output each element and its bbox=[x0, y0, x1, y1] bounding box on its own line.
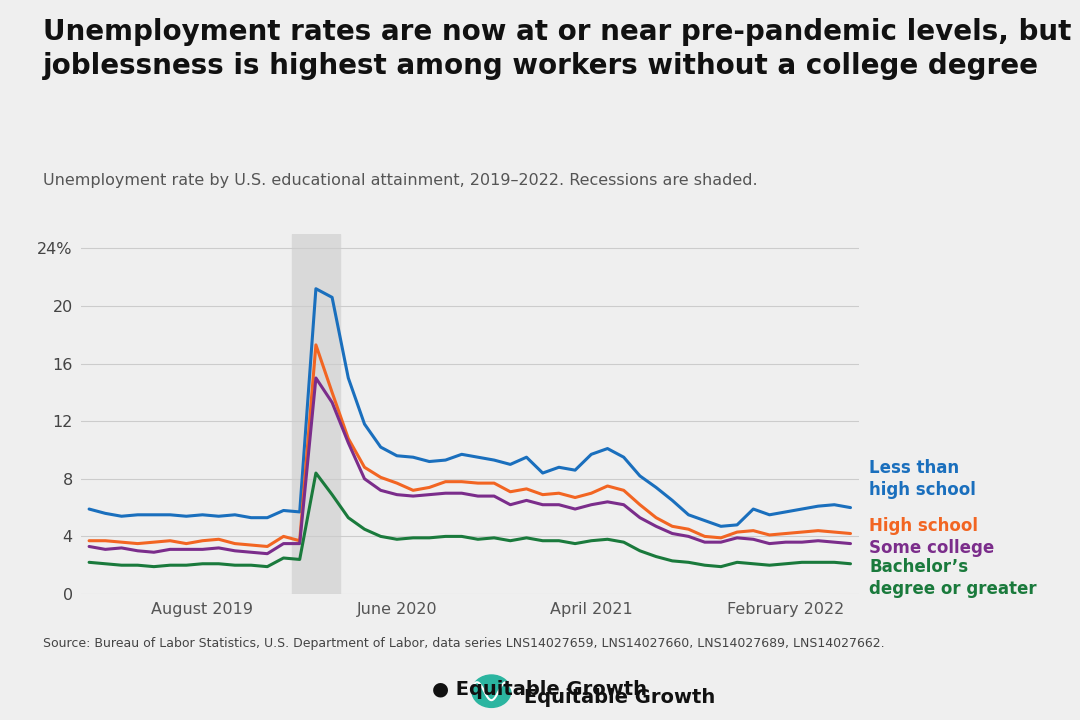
Circle shape bbox=[472, 675, 511, 707]
Text: Equitable Growth: Equitable Growth bbox=[524, 688, 715, 706]
Text: High school: High school bbox=[869, 517, 978, 536]
Text: Unemployment rate by U.S. educational attainment, 2019–2022. Recessions are shad: Unemployment rate by U.S. educational at… bbox=[43, 173, 758, 188]
Text: Bachelor’s
degree or greater: Bachelor’s degree or greater bbox=[869, 558, 1037, 598]
Text: Unemployment rates are now at or near pre-pandemic levels, but
joblessness is hi: Unemployment rates are now at or near pr… bbox=[43, 18, 1071, 79]
Text: Source: Bureau of Labor Statistics, U.S. Department of Labor, data series LNS140: Source: Bureau of Labor Statistics, U.S.… bbox=[43, 637, 885, 650]
Text: ● Equitable Growth: ● Equitable Growth bbox=[432, 680, 648, 699]
Text: Less than
high school: Less than high school bbox=[869, 459, 976, 499]
Text: Some college: Some college bbox=[869, 539, 995, 557]
Bar bbox=[292, 234, 340, 594]
